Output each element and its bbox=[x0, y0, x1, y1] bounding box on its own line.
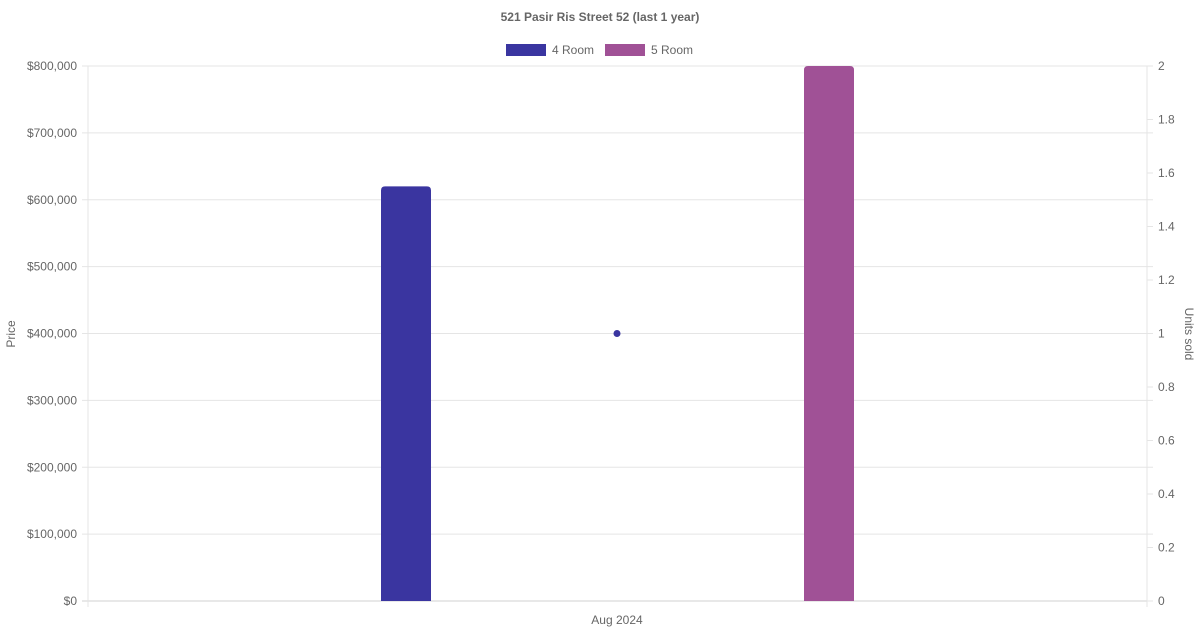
y-tick-label: $600,000 bbox=[27, 193, 77, 207]
y2-tick-label: 0.4 bbox=[1158, 487, 1175, 501]
left-axis-ticks: $0 $100,000 $200,000 $300,000 $400,000 $500,0… bbox=[27, 59, 77, 608]
chart-title: 521 Pasir Ris Street 52 (last 1 year) bbox=[501, 10, 700, 24]
bar-5-room[interactable] bbox=[804, 66, 854, 601]
legend-label-5-room[interactable]: 5 Room bbox=[651, 43, 693, 57]
right-axis-ticks: 0 0.2 0.4 0.6 0.8 1 1.2 1.4 1.6 1.8 2 bbox=[1147, 59, 1175, 608]
y-tick-label: $200,000 bbox=[27, 460, 77, 474]
legend: 4 Room 5 Room bbox=[506, 43, 693, 57]
y-tick-label: $500,000 bbox=[27, 260, 77, 274]
legend-swatch-4-room[interactable] bbox=[506, 44, 546, 56]
legend-swatch-5-room[interactable] bbox=[605, 44, 645, 56]
y2-tick-label: 1.4 bbox=[1158, 220, 1175, 234]
points bbox=[613, 330, 621, 337]
y2-tick-label: 0 bbox=[1158, 594, 1165, 608]
y-tick-label: $0 bbox=[64, 594, 78, 608]
y-tick-label: $400,000 bbox=[27, 327, 77, 341]
y2-tick-label: 0.6 bbox=[1158, 434, 1175, 448]
y-tick-label: $100,000 bbox=[27, 527, 77, 541]
y2-tick-label: 2 bbox=[1158, 59, 1165, 73]
x-tick-label: Aug 2024 bbox=[591, 613, 643, 627]
y2-tick-label: 1.2 bbox=[1158, 273, 1175, 287]
y-tick-label: $300,000 bbox=[27, 393, 77, 407]
y2-tick-label: 1.6 bbox=[1158, 166, 1175, 180]
y2-tick-label: 1.8 bbox=[1158, 113, 1175, 127]
y2-tick-label: 0.8 bbox=[1158, 380, 1175, 394]
legend-label-4-room[interactable]: 4 Room bbox=[552, 43, 594, 57]
y2-tick-label: 1 bbox=[1158, 327, 1165, 341]
y-tick-label: $800,000 bbox=[27, 59, 77, 73]
y2-axis-title: Units sold bbox=[1182, 308, 1196, 361]
bars bbox=[381, 66, 854, 601]
units-sold-point[interactable] bbox=[613, 330, 621, 337]
y-tick-label: $700,000 bbox=[27, 126, 77, 140]
y2-tick-label: 0.2 bbox=[1158, 541, 1175, 555]
bar-4-room[interactable] bbox=[381, 186, 431, 601]
y-axis-title: Price bbox=[4, 320, 18, 348]
